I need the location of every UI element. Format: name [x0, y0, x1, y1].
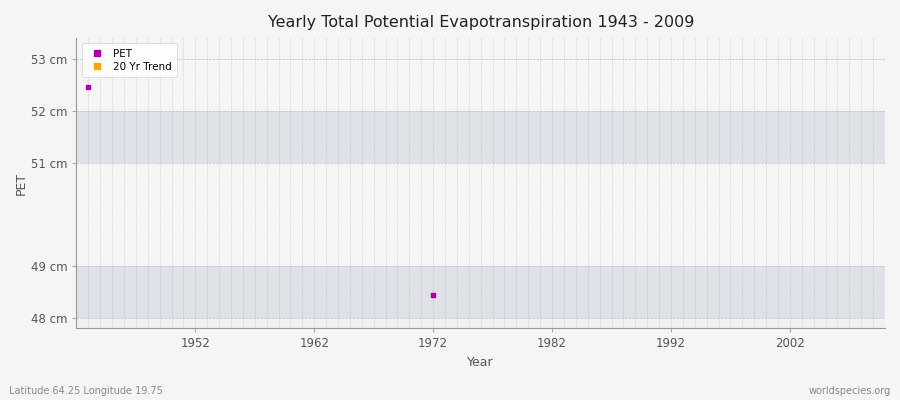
- X-axis label: Year: Year: [467, 356, 494, 369]
- Y-axis label: PET: PET: [15, 172, 28, 195]
- Bar: [76, 111, 885, 162]
- Text: Latitude 64.25 Longitude 19.75: Latitude 64.25 Longitude 19.75: [9, 386, 163, 396]
- Bar: [76, 162, 885, 266]
- Bar: [76, 38, 885, 111]
- Bar: [76, 266, 885, 318]
- Title: Yearly Total Potential Evapotranspiration 1943 - 2009: Yearly Total Potential Evapotranspiratio…: [267, 15, 694, 30]
- Text: worldspecies.org: worldspecies.org: [809, 386, 891, 396]
- Legend: PET, 20 Yr Trend: PET, 20 Yr Trend: [82, 43, 176, 77]
